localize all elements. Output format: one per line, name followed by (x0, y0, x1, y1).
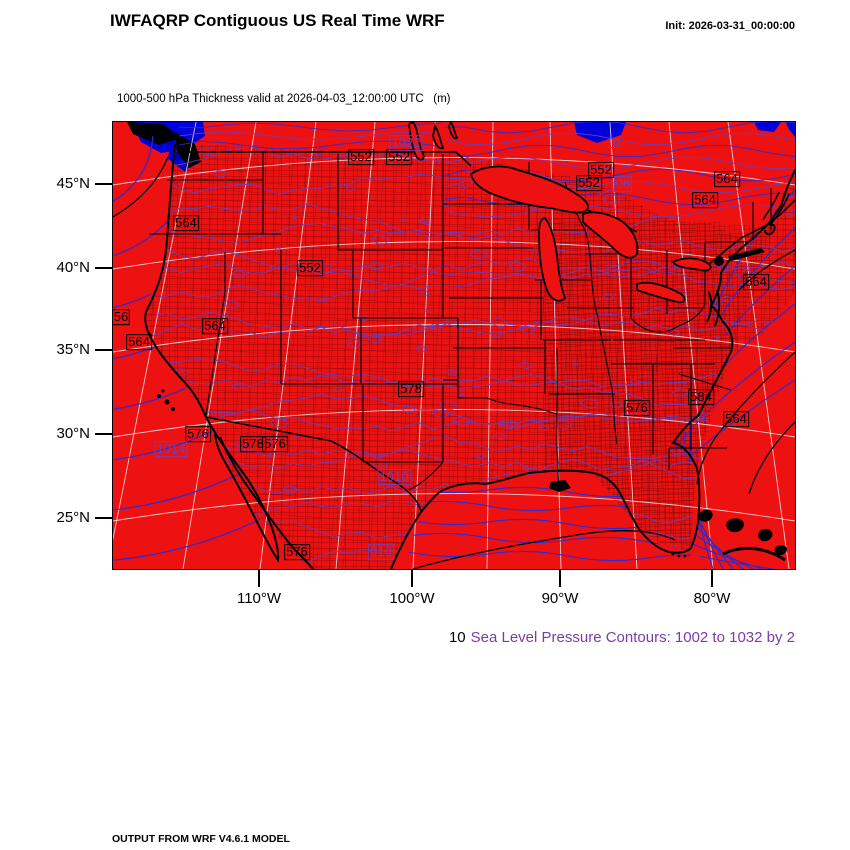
contour-label-564: 564 (126, 334, 152, 350)
cuba-outline (722, 546, 786, 562)
contour-label-1022: 1022 (389, 135, 423, 151)
map-canvas (113, 122, 795, 569)
lat-tick-label: 35°N (56, 341, 90, 358)
contour-label-552: 552 (576, 175, 602, 191)
contour-label-576: 576 (185, 426, 211, 442)
maine-coast-detail (762, 191, 790, 225)
lon-tick-mark (258, 569, 260, 587)
contour-label-578: 578 (398, 381, 424, 397)
contour-label-552: 552 (386, 149, 412, 165)
contour-label-564: 564 (723, 411, 749, 427)
lat-tick-mark (95, 267, 112, 269)
lon-tick-label: 90°W (541, 590, 579, 607)
graticule (113, 122, 795, 569)
lat-tick-label: 45°N (56, 175, 90, 192)
lon-tick-mark (711, 569, 713, 587)
thickness-contours-ocean (113, 156, 795, 569)
contour-label-584: 584 (688, 389, 714, 405)
contour-label-1014: 1014 (154, 441, 188, 457)
contour-label-06: 06 (613, 176, 633, 192)
legend-prefix: 10 (448, 629, 466, 646)
contour-label-564: 564 (202, 318, 228, 334)
contour-label-564: 564 (692, 192, 718, 208)
contour-label-576: 576 (284, 544, 310, 560)
contour-label-564: 564 (714, 171, 740, 187)
page-title: IWFAQRP Contiguous US Real Time WRF (110, 11, 445, 30)
contour-label-56: 56 (113, 309, 131, 325)
lon-tick-label: 100°W (389, 590, 435, 607)
great-lakes (408, 122, 712, 304)
slp-contour-legend: 10 Sea Level Pressure Contours: 1002 to 1… (432, 612, 795, 663)
contour-label-10: 10 (605, 136, 621, 152)
lat-tick-mark (95, 183, 112, 185)
lat-tick-mark (95, 433, 112, 435)
islands (157, 248, 788, 558)
lat-tick-mark (95, 517, 112, 519)
contour-label-552: 552 (297, 260, 323, 276)
contour-label-576: 576 (262, 436, 288, 452)
contour-label-576: 576 (624, 400, 650, 416)
contour-label-564: 564 (173, 215, 199, 231)
lon-tick-mark (559, 569, 561, 587)
contour-label-578: 578 (240, 436, 266, 452)
lon-tick-label: 80°W (693, 590, 731, 607)
init-time-label: Init: 2026-03-31_00:00:00 (665, 20, 795, 32)
subtitle-thickness-1: 1000-500 hPa Thickness valid at 2026-04-… (117, 93, 451, 105)
model-footer: OUTPUT FROM WRF V4.6.1 MODEL WE = 580 ; … (112, 807, 540, 850)
contour-label-564: 564 (743, 274, 769, 290)
lon-tick-label: 110°W (236, 590, 282, 607)
legend-text: Sea Level Pressure Contours: 1002 to 103… (470, 629, 795, 646)
contour-label-010: 010 (368, 544, 394, 560)
contour-label-1010: 1010 (377, 469, 411, 485)
forecast-map: 552 552 552 552 06 564 564 564 564 552 56 564 564 578… (112, 121, 796, 570)
lat-tick-label: 30°N (56, 425, 90, 442)
lat-tick-mark (95, 349, 112, 351)
lat-tick-label: 25°N (56, 509, 90, 526)
lon-tick-mark (411, 569, 413, 587)
contour-label-552: 552 (348, 149, 374, 165)
lat-tick-label: 40°N (56, 259, 90, 276)
footer-model-line: OUTPUT FROM WRF V4.6.1 MODEL (112, 833, 290, 845)
